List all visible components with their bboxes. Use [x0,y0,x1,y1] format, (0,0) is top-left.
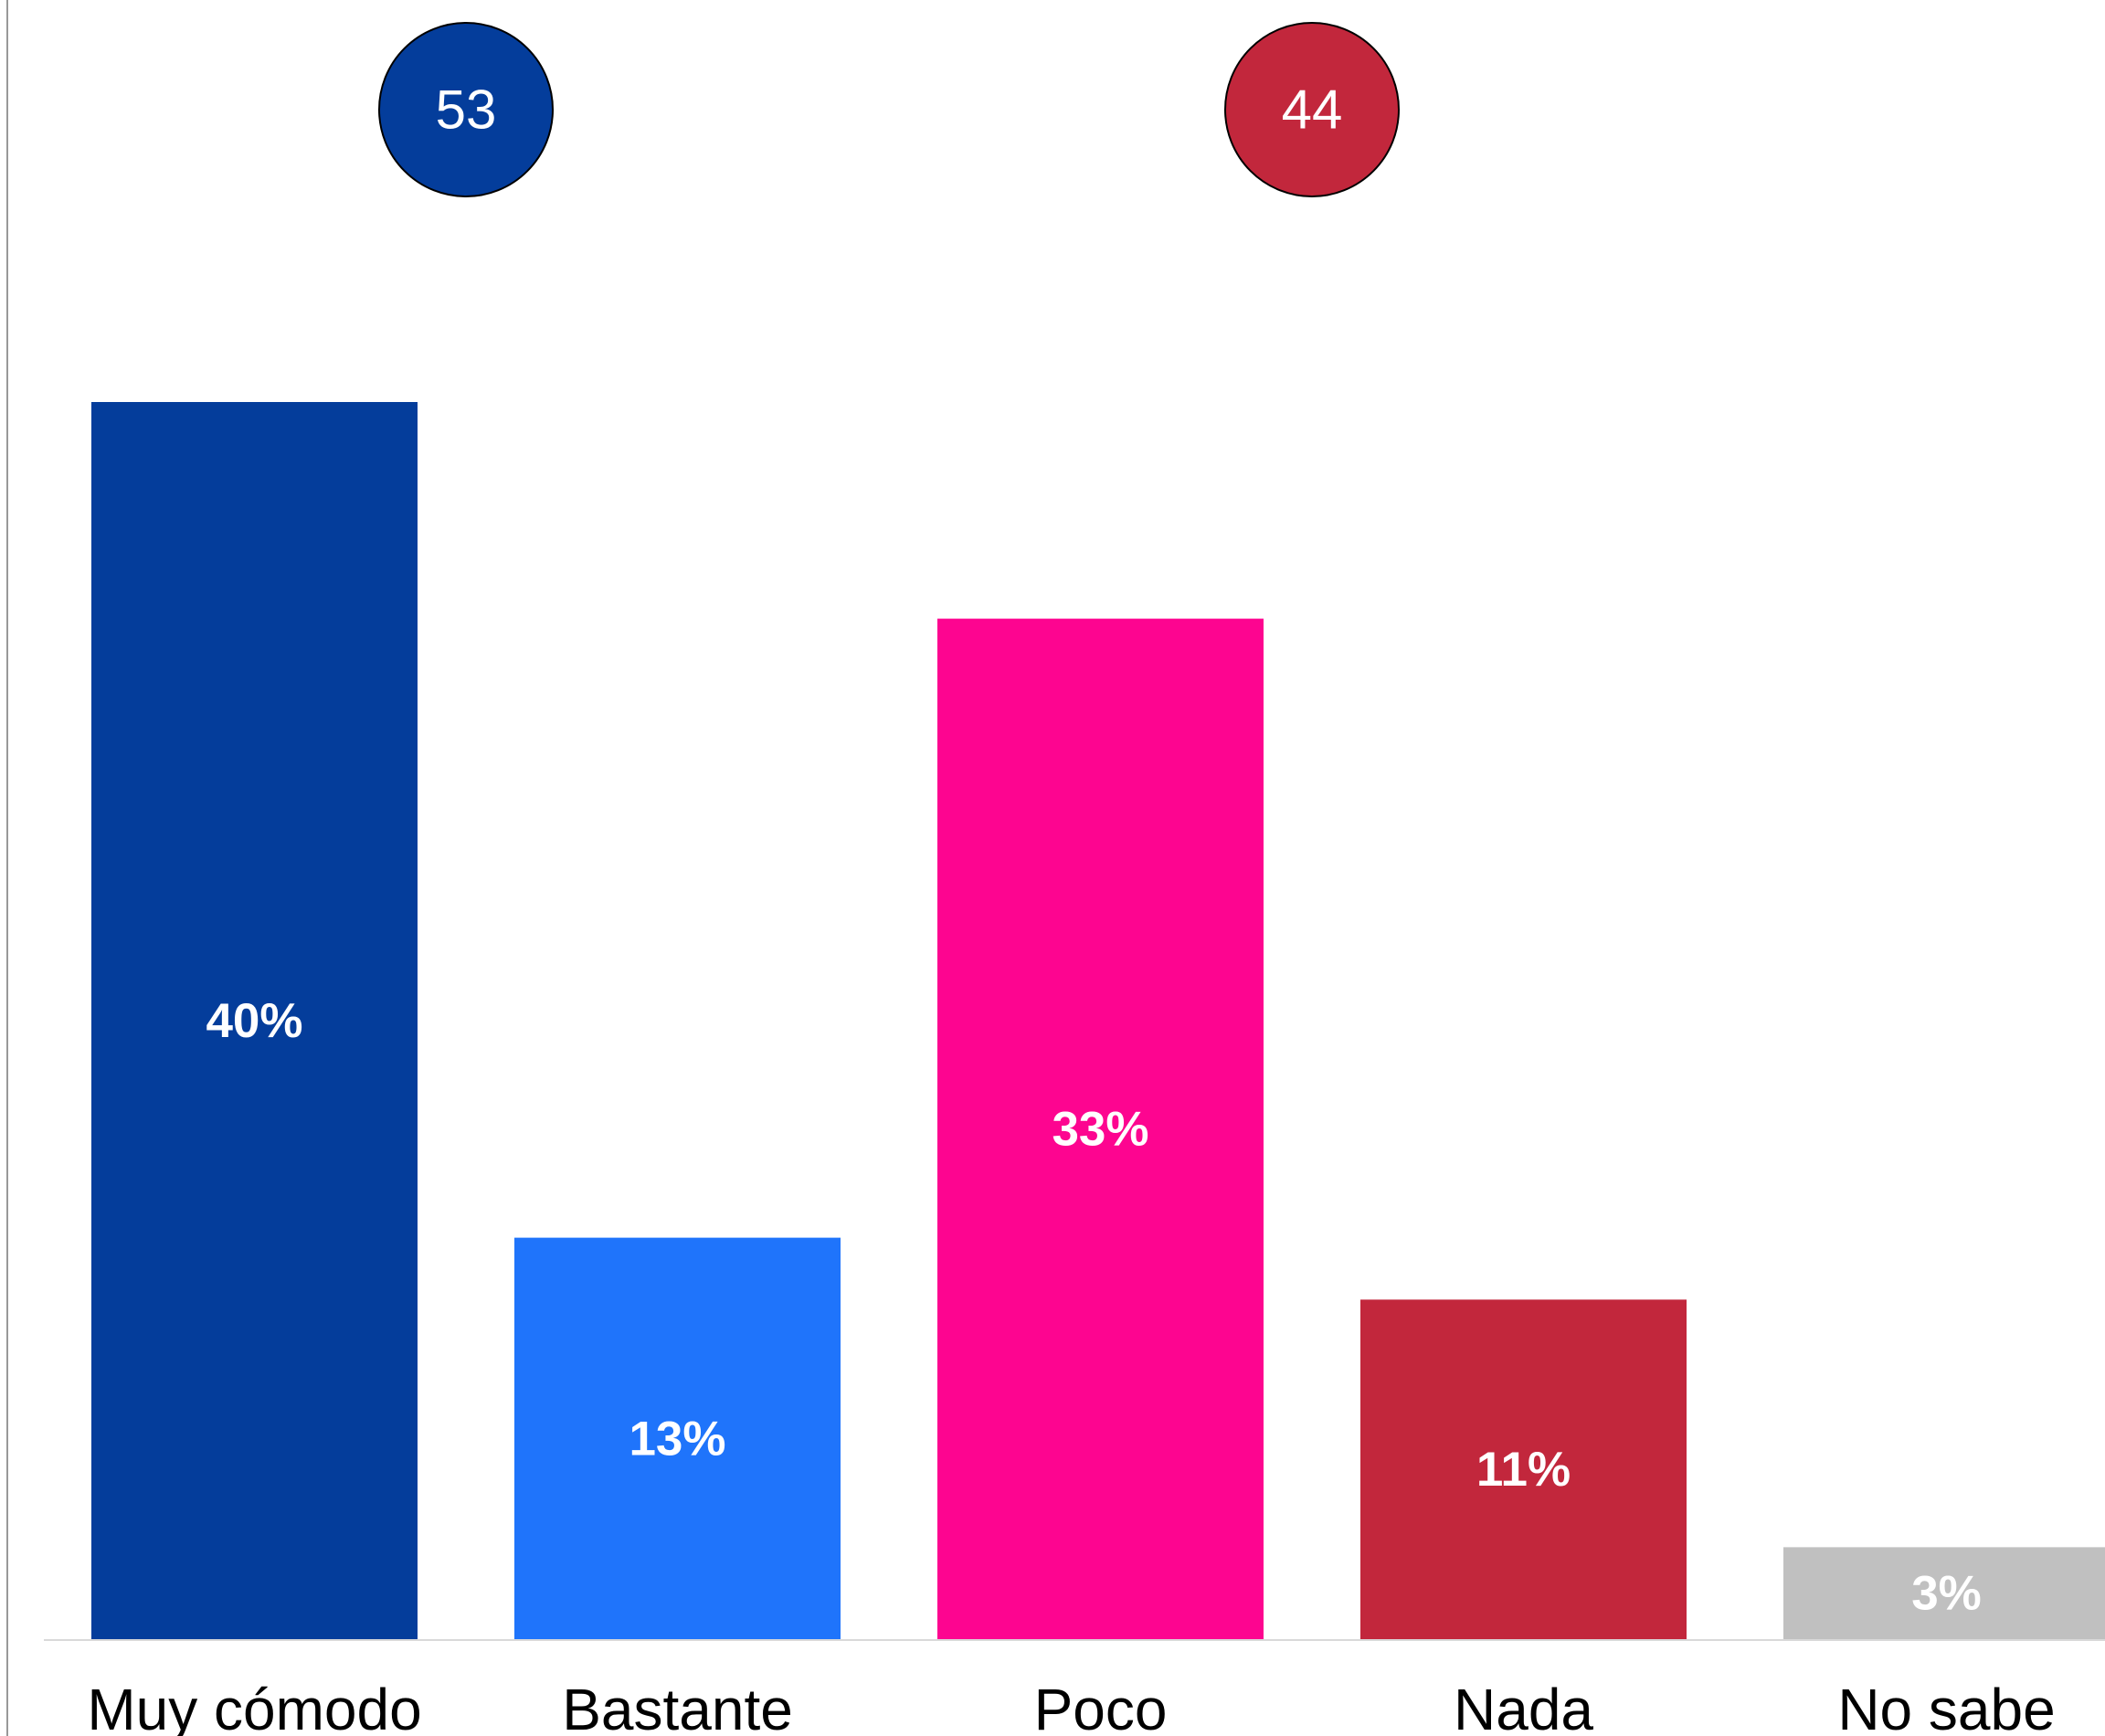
category-label-bastante: Bastante [562,1677,793,1736]
category-label-muy-comodo: Muy cómodo [87,1677,421,1736]
category-label-poco: Poco [1034,1677,1168,1736]
bar-no-sabe [1783,1547,2105,1640]
data-label-poco: 33% [1052,1103,1148,1157]
bars-layer [91,402,2105,1640]
category-label-no-sabe: No sabe [1837,1677,2055,1736]
data-label-no-sabe: 3% [1911,1567,1982,1621]
category-label-nada: Nada [1454,1677,1593,1736]
labels-layer: 40% Muy cómodo 13% Bastante 33% Poco 11% Nada 3%… [87,994,2055,1736]
bar-poco [937,619,1264,1640]
data-label-muy-comodo: 40% [206,994,302,1048]
summary-badge-circle-1 [378,22,554,197]
badges-layer: 53 44 [378,22,1400,197]
bar-muy-comodo [91,402,418,1640]
summary-badge-value-1: 53 [436,79,497,141]
summary-badge-circle-2 [1224,22,1400,197]
bar-nada [1360,1299,1687,1640]
summary-badge-value-2: 44 [1282,79,1343,141]
data-label-nada: 11% [1476,1443,1571,1497]
data-label-bastante: 13% [629,1412,725,1466]
bar-bastante [514,1237,841,1640]
